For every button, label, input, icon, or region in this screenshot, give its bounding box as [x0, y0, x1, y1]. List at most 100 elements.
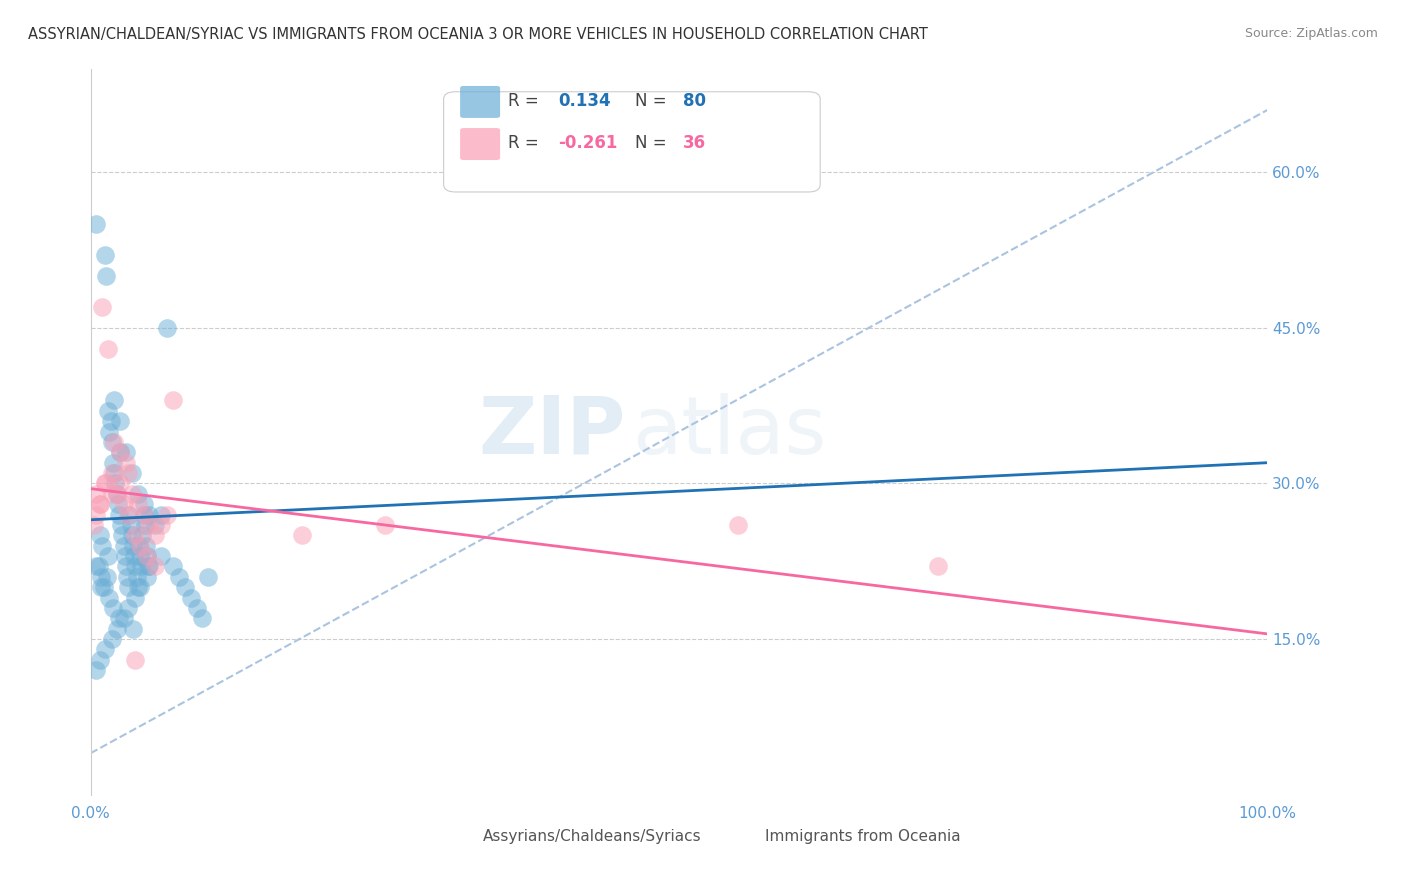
Text: R =: R = — [509, 92, 538, 111]
Immigrants from Oceania — [127, 497, 149, 511]
Immigrants from Oceania — [108, 476, 131, 491]
Immigrants from Oceania — [143, 559, 166, 574]
Immigrants from Oceania — [121, 487, 143, 501]
Assyrians/Chaldeans/Syriacs — [86, 559, 108, 574]
Assyrians/Chaldeans/Syriacs — [124, 591, 146, 605]
Immigrants from Oceania — [86, 487, 108, 501]
Assyrians/Chaldeans/Syriacs — [96, 570, 118, 584]
Assyrians/Chaldeans/Syriacs — [108, 445, 131, 459]
Assyrians/Chaldeans/Syriacs — [87, 559, 110, 574]
Assyrians/Chaldeans/Syriacs — [94, 268, 117, 283]
Assyrians/Chaldeans/Syriacs — [86, 217, 108, 231]
Assyrians/Chaldeans/Syriacs — [162, 559, 184, 574]
Immigrants from Oceania — [927, 559, 949, 574]
Assyrians/Chaldeans/Syriacs — [107, 497, 129, 511]
Assyrians/Chaldeans/Syriacs — [136, 570, 159, 584]
Assyrians/Chaldeans/Syriacs — [108, 611, 131, 625]
FancyBboxPatch shape — [434, 823, 474, 849]
Assyrians/Chaldeans/Syriacs — [118, 508, 141, 522]
Assyrians/Chaldeans/Syriacs — [197, 570, 219, 584]
Assyrians/Chaldeans/Syriacs — [112, 611, 135, 625]
Immigrants from Oceania — [86, 508, 108, 522]
Assyrians/Chaldeans/Syriacs — [110, 518, 132, 533]
Assyrians/Chaldeans/Syriacs — [115, 570, 138, 584]
Immigrants from Oceania — [112, 497, 135, 511]
Assyrians/Chaldeans/Syriacs — [105, 622, 128, 636]
Assyrians/Chaldeans/Syriacs — [131, 528, 153, 542]
Assyrians/Chaldeans/Syriacs — [97, 404, 120, 418]
Assyrians/Chaldeans/Syriacs — [108, 414, 131, 428]
Immigrants from Oceania — [89, 497, 111, 511]
Assyrians/Chaldeans/Syriacs — [132, 508, 155, 522]
Assyrians/Chaldeans/Syriacs — [180, 591, 202, 605]
Immigrants from Oceania — [124, 528, 146, 542]
Assyrians/Chaldeans/Syriacs — [127, 580, 149, 594]
Assyrians/Chaldeans/Syriacs — [103, 393, 125, 408]
Text: ZIP: ZIP — [479, 392, 626, 471]
Immigrants from Oceania — [101, 487, 124, 501]
Assyrians/Chaldeans/Syriacs — [150, 508, 173, 522]
Immigrants from Oceania — [156, 508, 179, 522]
FancyBboxPatch shape — [460, 86, 501, 118]
Immigrants from Oceania — [105, 487, 128, 501]
Assyrians/Chaldeans/Syriacs — [115, 445, 138, 459]
Immigrants from Oceania — [117, 508, 139, 522]
Immigrants from Oceania — [136, 549, 159, 563]
Assyrians/Chaldeans/Syriacs — [101, 632, 124, 646]
Immigrants from Oceania — [162, 393, 184, 408]
Assyrians/Chaldeans/Syriacs — [186, 601, 208, 615]
Text: N =: N = — [636, 92, 666, 111]
Assyrians/Chaldeans/Syriacs — [122, 622, 145, 636]
Immigrants from Oceania — [150, 518, 173, 533]
FancyBboxPatch shape — [444, 92, 820, 192]
Text: 80: 80 — [682, 92, 706, 111]
Immigrants from Oceania — [93, 476, 115, 491]
Assyrians/Chaldeans/Syriacs — [117, 601, 139, 615]
Assyrians/Chaldeans/Syriacs — [86, 663, 108, 677]
Assyrians/Chaldeans/Syriacs — [98, 591, 121, 605]
Immigrants from Oceania — [374, 518, 396, 533]
Immigrants from Oceania — [93, 476, 115, 491]
Assyrians/Chaldeans/Syriacs — [143, 518, 166, 533]
Assyrians/Chaldeans/Syriacs — [117, 580, 139, 594]
Assyrians/Chaldeans/Syriacs — [128, 539, 150, 553]
Assyrians/Chaldeans/Syriacs — [93, 580, 115, 594]
Assyrians/Chaldeans/Syriacs — [132, 497, 155, 511]
Immigrants from Oceania — [291, 528, 314, 542]
Assyrians/Chaldeans/Syriacs — [121, 466, 143, 480]
Immigrants from Oceania — [132, 508, 155, 522]
Assyrians/Chaldeans/Syriacs — [138, 559, 160, 574]
Assyrians/Chaldeans/Syriacs — [89, 653, 111, 667]
Immigrants from Oceania — [97, 342, 120, 356]
Assyrians/Chaldeans/Syriacs — [120, 518, 142, 533]
Assyrians/Chaldeans/Syriacs — [124, 559, 146, 574]
Assyrians/Chaldeans/Syriacs — [127, 487, 149, 501]
Assyrians/Chaldeans/Syriacs — [136, 559, 159, 574]
Text: Source: ZipAtlas.com: Source: ZipAtlas.com — [1244, 27, 1378, 40]
Assyrians/Chaldeans/Syriacs — [136, 549, 159, 563]
Assyrians/Chaldeans/Syriacs — [122, 549, 145, 563]
Immigrants from Oceania — [83, 518, 105, 533]
FancyBboxPatch shape — [460, 128, 501, 160]
Assyrians/Chaldeans/Syriacs — [129, 549, 152, 563]
Immigrants from Oceania — [138, 518, 160, 533]
Immigrants from Oceania — [91, 300, 114, 314]
Assyrians/Chaldeans/Syriacs — [90, 580, 112, 594]
Assyrians/Chaldeans/Syriacs — [98, 425, 121, 439]
Text: Immigrants from Oceania: Immigrants from Oceania — [765, 829, 960, 844]
Assyrians/Chaldeans/Syriacs — [115, 559, 138, 574]
Assyrians/Chaldeans/Syriacs — [121, 528, 143, 542]
Assyrians/Chaldeans/Syriacs — [101, 456, 124, 470]
Immigrants from Oceania — [124, 653, 146, 667]
Text: N =: N = — [636, 135, 666, 153]
Immigrants from Oceania — [103, 434, 125, 449]
Text: 36: 36 — [682, 135, 706, 153]
Assyrians/Chaldeans/Syriacs — [114, 549, 136, 563]
Assyrians/Chaldeans/Syriacs — [90, 570, 112, 584]
Assyrians/Chaldeans/Syriacs — [112, 539, 135, 553]
Assyrians/Chaldeans/Syriacs — [89, 528, 111, 542]
Assyrians/Chaldeans/Syriacs — [93, 248, 115, 262]
Text: R =: R = — [509, 135, 538, 153]
Assyrians/Chaldeans/Syriacs — [129, 559, 152, 574]
FancyBboxPatch shape — [717, 823, 756, 849]
